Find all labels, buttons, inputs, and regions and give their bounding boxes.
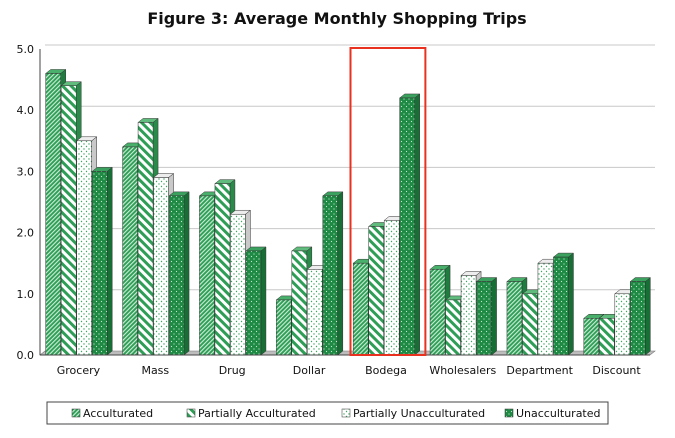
bar-front: [630, 281, 646, 356]
bar-front: [291, 250, 308, 356]
bar-department-unacculturated: [552, 252, 575, 356]
legend: Acculturated Partially Acculturated Partia…: [46, 401, 609, 425]
bar-drug-unacculturated: [245, 246, 267, 356]
x-tick-label-department: Department: [506, 364, 573, 377]
bar-front: [199, 195, 215, 356]
y-tick-label: 4.0: [17, 104, 35, 117]
bar-front: [583, 318, 600, 356]
bar-side: [106, 166, 113, 356]
chart-title: Figure 3: Average Monthly Shopping Trips: [147, 9, 526, 28]
axes: 0.0 1.0 2.0 3.0 4.0 5.0 Grocery Mass Drug Dollar B…: [17, 43, 650, 377]
bar-front: [506, 281, 523, 356]
bar-front: [460, 275, 477, 356]
legend-label: Partially Unacculturated: [353, 407, 485, 420]
bar-side: [414, 93, 420, 356]
bar-front: [60, 85, 77, 356]
bar-side: [260, 246, 267, 356]
x-tick-label-grocery: Grocery: [57, 364, 101, 377]
legend-swatch: [341, 408, 351, 418]
bar-front: [537, 262, 554, 356]
bar-front: [614, 293, 631, 356]
bar-front: [553, 256, 569, 356]
bar-front: [368, 226, 384, 356]
bar-side: [183, 191, 190, 356]
bar-side: [337, 191, 344, 356]
bars: [44, 68, 652, 356]
legend-swatch: [71, 408, 81, 418]
x-tick-label-drug: Drug: [219, 364, 246, 377]
legend-item-acculturated: Acculturated: [71, 407, 153, 420]
bar-bodega-partially-unacculturated: [383, 215, 405, 356]
y-tick-label: 5.0: [17, 43, 35, 56]
legend-box: [46, 401, 609, 425]
bar-front: [399, 97, 415, 356]
x-tick-label-mass: Mass: [141, 364, 169, 377]
bar-front: [230, 213, 246, 356]
bar-front: [76, 140, 92, 356]
x-tick-label-discount: Discount: [592, 364, 641, 377]
highlight-box: [349, 47, 427, 356]
bar-dollar-unacculturated: [322, 191, 344, 356]
y-tick-label: 3.0: [17, 165, 35, 178]
bar-front: [168, 195, 185, 356]
y-tick-label: 0.0: [17, 349, 35, 362]
bar-mass-unacculturated: [168, 191, 190, 356]
legend-item-unacculturated: Unacculturated: [504, 407, 601, 420]
y-tick-label: 1.0: [17, 288, 35, 301]
legend-item-partially-unacculturated: Partially Unacculturated: [341, 407, 485, 420]
bar-front: [122, 146, 138, 356]
bar-front: [276, 299, 292, 356]
bar-front: [307, 269, 323, 356]
bar-side: [491, 277, 497, 356]
legend-swatch: [186, 408, 196, 418]
bar-grocery-unacculturated: [91, 166, 113, 356]
legend-label: Acculturated: [83, 407, 153, 420]
x-tick-label-wholesalers: Wholesalers: [429, 364, 496, 377]
bar-front: [153, 177, 169, 356]
bar-side: [568, 252, 574, 356]
bar-front: [352, 262, 369, 356]
legend-label: Unacculturated: [516, 407, 601, 420]
bar-front: [45, 73, 61, 356]
bar-front: [383, 220, 400, 356]
bar-wholesalers-unacculturated: [475, 277, 498, 356]
highlight-rectangle: [349, 47, 427, 356]
x-tick-label-bodega: Bodega: [365, 364, 407, 377]
bar-front: [429, 269, 446, 356]
bar-front: [445, 299, 461, 356]
bar-discount-unacculturated: [629, 277, 652, 356]
y-tick-label: 2.0: [17, 227, 35, 240]
bar-front: [476, 281, 492, 356]
bar-front: [137, 122, 154, 356]
bar-side: [645, 277, 651, 356]
legend-label: Partially Acculturated: [198, 407, 316, 420]
legend-swatch: [504, 408, 514, 418]
bar-front: [522, 293, 538, 356]
bar-front: [214, 183, 231, 356]
bar-front: [91, 171, 108, 356]
bar-bodega-unacculturated: [398, 93, 421, 356]
bar-front: [245, 250, 262, 356]
bar-front: [322, 195, 339, 356]
legend-item-partially-acculturated: Partially Acculturated: [186, 407, 316, 420]
bar-front: [599, 318, 615, 356]
x-tick-label-dollar: Dollar: [293, 364, 326, 377]
